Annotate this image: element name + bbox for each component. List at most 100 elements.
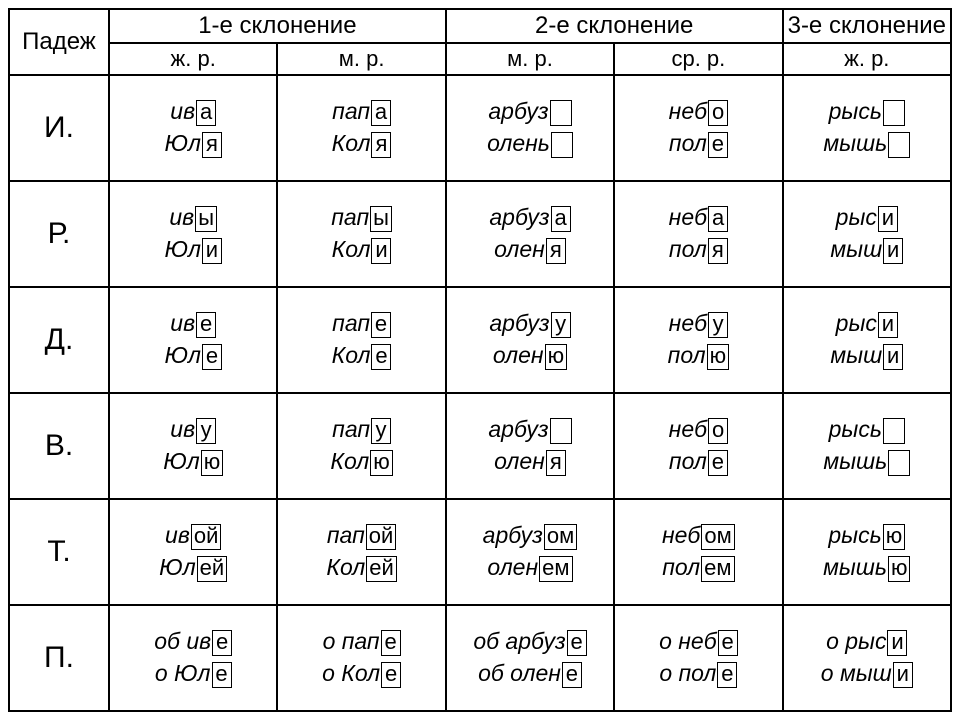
word-ending: я bbox=[371, 132, 391, 158]
word: папы bbox=[282, 204, 440, 232]
cell: арбузомоленем bbox=[446, 499, 614, 605]
word-stem: пап bbox=[332, 98, 370, 125]
word: папу bbox=[282, 416, 440, 444]
word: арбуз bbox=[451, 98, 609, 126]
cell: арбуз олень bbox=[446, 75, 614, 181]
word-ending: е bbox=[708, 132, 728, 158]
word-stem: о мыш bbox=[821, 660, 892, 687]
word-ending: ей bbox=[366, 556, 397, 582]
cell: об ивео Юле bbox=[109, 605, 277, 711]
word-ending: у bbox=[551, 312, 571, 338]
word-ending: е bbox=[212, 630, 232, 656]
word-ending: ю bbox=[883, 524, 906, 550]
word-stem: арбуз bbox=[488, 416, 548, 443]
word-stem: олень bbox=[487, 130, 550, 157]
case-label: Р. bbox=[9, 181, 109, 287]
word-stem: мышь bbox=[823, 130, 887, 157]
word: олень bbox=[451, 130, 609, 158]
word-stem: о рыс bbox=[826, 628, 886, 655]
word-ending: а bbox=[196, 100, 216, 126]
word-stem: о пап bbox=[323, 628, 380, 655]
word: Юля bbox=[114, 130, 272, 158]
word-stem: олен bbox=[487, 554, 538, 581]
word: полем bbox=[619, 554, 777, 582]
word-stem: пол bbox=[662, 554, 700, 581]
word: рыси bbox=[788, 204, 946, 232]
word-stem: арбуз bbox=[483, 522, 543, 549]
case-label: В. bbox=[9, 393, 109, 499]
cell: об арбузеоб олене bbox=[446, 605, 614, 711]
word-stem: рысь bbox=[829, 416, 882, 443]
word-ending: и bbox=[878, 206, 898, 232]
word-stem: ив bbox=[169, 204, 194, 231]
word-ending: е bbox=[212, 662, 232, 688]
word: небу bbox=[619, 310, 777, 338]
word: о Юле bbox=[114, 660, 272, 688]
word: рысь bbox=[788, 416, 946, 444]
word-ending: е bbox=[381, 662, 401, 688]
cell: ивойЮлей bbox=[109, 499, 277, 605]
cell: папу Колю bbox=[277, 393, 445, 499]
word-ending: ом bbox=[701, 524, 734, 550]
word-ending: е bbox=[202, 344, 222, 370]
word: ивы bbox=[114, 204, 272, 232]
word-ending: е bbox=[567, 630, 587, 656]
word: о Коле bbox=[282, 660, 440, 688]
word-stem: Юл bbox=[163, 448, 200, 475]
word: о мыши bbox=[788, 660, 946, 688]
word: Юлей bbox=[114, 554, 272, 582]
word-ending bbox=[883, 100, 905, 126]
word: поля bbox=[619, 236, 777, 264]
word-ending: о bbox=[708, 100, 728, 126]
cell: рысимыши bbox=[783, 287, 951, 393]
cell: папаКоля bbox=[277, 75, 445, 181]
case-label: Д. bbox=[9, 287, 109, 393]
word-stem: Юл bbox=[164, 130, 201, 157]
row-prepositional: П. об ивео Юле о папео Коле об арбузеоб … bbox=[9, 605, 951, 711]
cell: арбузоленя bbox=[446, 393, 614, 499]
word: арбузом bbox=[451, 522, 609, 550]
word-stem: мышь bbox=[823, 448, 887, 475]
word-stem: арбуз bbox=[488, 98, 548, 125]
word: мыши bbox=[788, 342, 946, 370]
word: о папе bbox=[282, 628, 440, 656]
word-ending: ю bbox=[707, 344, 730, 370]
word-ending: е bbox=[718, 630, 738, 656]
word: Коли bbox=[282, 236, 440, 264]
word: о небе bbox=[619, 628, 777, 656]
word: иву bbox=[114, 416, 272, 444]
word-stem: пап bbox=[331, 204, 369, 231]
word-stem: Юл bbox=[164, 342, 201, 369]
word-ending: ей bbox=[197, 556, 228, 582]
word: Юле bbox=[114, 342, 272, 370]
row-instrumental: Т. ивойЮлей папойКолей арбузомоленем неб… bbox=[9, 499, 951, 605]
word: мышь bbox=[788, 130, 946, 158]
word: поле bbox=[619, 130, 777, 158]
word-stem: об олен bbox=[478, 660, 561, 687]
cell: папойКолей bbox=[277, 499, 445, 605]
word-stem: неб bbox=[662, 522, 700, 549]
word-stem: об ив bbox=[154, 628, 211, 655]
word: Колю bbox=[282, 448, 440, 476]
word-stem: арбуз bbox=[489, 204, 549, 231]
word: небо bbox=[619, 98, 777, 126]
word-ending: о bbox=[708, 418, 728, 444]
cell: иваЮля bbox=[109, 75, 277, 181]
word-stem: ив bbox=[170, 310, 195, 337]
cell: арбузаоленя bbox=[446, 181, 614, 287]
cell: небуполю bbox=[614, 287, 782, 393]
word-ending: е bbox=[381, 630, 401, 656]
word-ending: и bbox=[883, 344, 903, 370]
gender-1b: м. р. bbox=[277, 43, 445, 75]
word-ending: ой bbox=[366, 524, 397, 550]
word: Юлю bbox=[114, 448, 272, 476]
gender-1a: ж. р. bbox=[109, 43, 277, 75]
word-stem: мыш bbox=[830, 236, 882, 263]
word-stem: Кол bbox=[332, 236, 371, 263]
gender-2a: м. р. bbox=[446, 43, 614, 75]
word-ending: я bbox=[546, 238, 566, 264]
cell: иву Юлю bbox=[109, 393, 277, 499]
word: мышью bbox=[788, 554, 946, 582]
declension-table: Падеж 1-е склонение 2-е склонение 3-е ск… bbox=[8, 8, 952, 712]
word-stem: о неб bbox=[659, 628, 717, 655]
